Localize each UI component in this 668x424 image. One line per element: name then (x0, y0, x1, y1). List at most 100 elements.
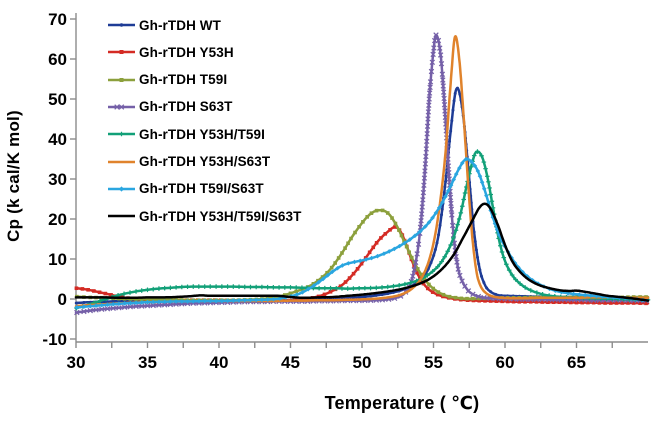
y-tick-label: 30 (48, 170, 67, 189)
marker (441, 102, 448, 108)
x-tick-label: 40 (210, 353, 229, 372)
marker (99, 302, 105, 308)
marker (231, 284, 236, 289)
marker (97, 298, 103, 304)
marker (368, 285, 373, 291)
marker (421, 182, 427, 189)
marker (288, 285, 293, 290)
marker (450, 119, 454, 123)
marker (412, 233, 418, 239)
marker (456, 86, 460, 90)
y-tick-label: 70 (48, 10, 67, 29)
marker (93, 307, 99, 313)
marker (418, 211, 425, 217)
marker (338, 284, 343, 288)
marker (415, 267, 420, 271)
legend-item-8: Gh-rTDH Y53H/T59I/S63T (108, 207, 302, 225)
marker (419, 272, 424, 277)
marker (424, 131, 430, 137)
marker (427, 282, 431, 287)
legend-label: Gh-rTDH Y53H/T59I (139, 126, 265, 142)
marker (440, 213, 444, 217)
marker (421, 281, 426, 286)
marker (432, 253, 436, 257)
marker (356, 285, 362, 291)
marker (453, 91, 457, 95)
x-axis-title: Temperature ( ℃) (324, 393, 480, 413)
marker (420, 189, 427, 196)
marker (422, 224, 428, 229)
x-tick-label: 50 (353, 353, 372, 372)
y-tick-label: 0 (58, 290, 67, 309)
marker (425, 109, 432, 115)
marker (329, 265, 334, 270)
marker (86, 287, 90, 292)
series-line-5 (74, 150, 650, 310)
marker (484, 193, 489, 198)
marker (471, 298, 476, 303)
marker (402, 281, 408, 287)
marker (472, 230, 476, 234)
marker (103, 291, 108, 296)
marker (133, 289, 139, 294)
marker (410, 273, 416, 279)
marker (644, 301, 648, 306)
marker (359, 261, 364, 266)
marker (253, 297, 259, 303)
marker (150, 302, 156, 309)
marker (582, 292, 588, 298)
marker (426, 96, 432, 102)
marker (638, 301, 642, 305)
marker (494, 227, 500, 232)
marker (481, 186, 487, 192)
marker (586, 300, 590, 305)
marker (482, 280, 486, 284)
marker (455, 222, 460, 228)
marker (459, 203, 465, 209)
legend-item-5: Gh-rTDH Y53H/T59I (108, 125, 265, 143)
marker (386, 249, 392, 254)
marker (320, 276, 326, 282)
marker (345, 286, 350, 291)
marker (393, 221, 398, 226)
marker (475, 293, 482, 300)
marker (422, 161, 429, 167)
marker (470, 291, 476, 297)
legend-line-marker-icon (108, 131, 135, 137)
marker (540, 300, 544, 304)
marker (415, 241, 422, 247)
marker (528, 299, 533, 304)
marker (407, 237, 413, 242)
marker (429, 59, 436, 66)
marker (631, 301, 636, 305)
marker (369, 294, 373, 298)
marker (343, 246, 347, 250)
marker (343, 280, 348, 284)
marker (473, 239, 477, 243)
marker (190, 284, 196, 289)
marker (99, 306, 105, 313)
marker (388, 228, 392, 232)
marker (353, 230, 357, 235)
marker (365, 215, 370, 219)
marker (423, 153, 429, 160)
marker (440, 89, 447, 95)
marker (477, 298, 482, 303)
marker (499, 249, 505, 255)
marker (265, 284, 270, 290)
marker (568, 300, 573, 305)
marker (87, 307, 94, 314)
legend-line-marker-icon (108, 104, 135, 110)
legend-item-4: Gh-rTDH S63T (108, 98, 232, 116)
marker (407, 250, 411, 254)
marker (105, 302, 110, 308)
marker (534, 290, 540, 295)
legend-line-marker-icon (108, 186, 135, 192)
marker (242, 297, 248, 303)
marker (488, 299, 493, 303)
marker (369, 255, 374, 261)
marker (488, 192, 493, 197)
marker (139, 300, 145, 305)
marker (328, 285, 333, 291)
legend-line-marker-icon (108, 23, 135, 27)
